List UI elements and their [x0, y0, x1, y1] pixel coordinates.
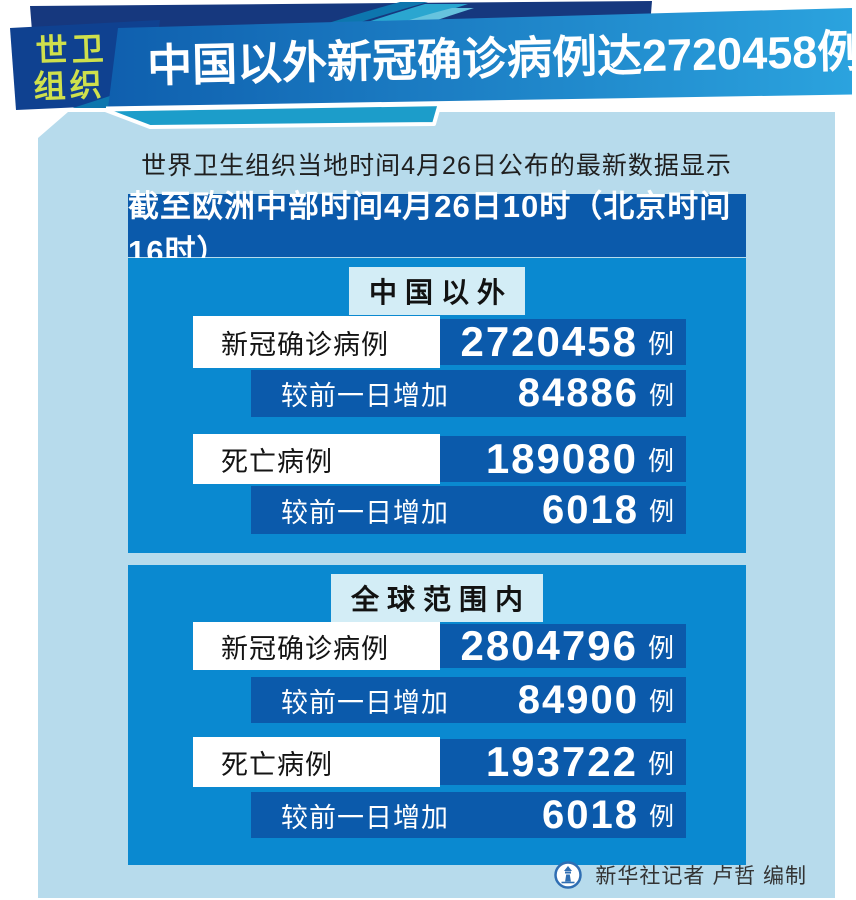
stat-label: 较前一日增加: [281, 381, 449, 411]
stat-label-deaths: 死亡病例: [193, 434, 440, 484]
stat-label-confirmed: 新冠确诊病例: [193, 622, 440, 670]
stat-value-confirmed: 2804796 例: [440, 622, 686, 669]
date-bar: 截至欧洲中部时间4月26日10时（北京时间16时）: [128, 189, 746, 269]
section-label: 中国以外: [348, 267, 526, 315]
banner-white-edge: [105, 94, 853, 112]
credit-text: 新华社记者 卢哲 编制: [595, 865, 807, 888]
stat-value-deaths: 193722 例: [440, 738, 686, 785]
stat-label: 较前一日增加: [281, 687, 449, 718]
stat-row-confirmed-increase: 较前一日增加 84886 例: [251, 370, 686, 417]
stat-unit: 例: [648, 498, 674, 526]
badge-line2: 组织: [33, 67, 106, 105]
stat-number: 193722: [485, 738, 638, 785]
badge-line1: 世卫: [35, 31, 108, 69]
stat-label-confirmed: 新冠确诊病例: [193, 316, 440, 368]
stat-value-deaths: 189080 例: [440, 435, 686, 482]
stat-number: 189080: [485, 435, 638, 482]
stat-unit: 例: [647, 445, 674, 476]
stat-row-confirmed-increase: 较前一日增加 84900 例: [251, 677, 686, 723]
stat-unit: 例: [648, 381, 674, 410]
stat-number: 6018: [542, 792, 639, 837]
section-label: 全球范围内: [330, 574, 544, 622]
stat-number: 6018: [542, 487, 639, 532]
content-panel: 世界卫生组织当地时间4月26日公布的最新数据显示 截至欧洲中部时间4月26日10…: [38, 112, 835, 898]
stat-number: 2804796: [460, 622, 638, 669]
section-global: 全球范围内 新冠确诊病例 2804796 例 较前一日增加 84900 例 死亡…: [128, 565, 746, 865]
stat-label-deaths: 死亡病例: [193, 737, 440, 787]
xinhua-logo-icon: [554, 861, 583, 889]
stat-number: 84900: [517, 677, 639, 722]
stat-label: 较前一日增加: [281, 497, 449, 528]
stat-row-deaths-increase: 较前一日增加 6018 例: [251, 792, 686, 838]
stat-number: 2720458: [460, 318, 638, 365]
stat-label: 较前一日增加: [281, 802, 449, 833]
stat-row-deaths-increase: 较前一日增加 6018 例: [251, 486, 686, 534]
title-banner: [108, 8, 852, 108]
footer: 新华社记者 卢哲 编制: [553, 860, 807, 890]
stat-unit: 例: [647, 748, 674, 779]
subtitle: 世界卫生组织当地时间4月26日公布的最新数据显示: [141, 152, 732, 180]
stat-unit: 例: [648, 688, 674, 716]
header-ribbon: 世卫 组织 中国以外新冠确诊病例达2720458例: [10, 1, 856, 129]
section-outside-china: 中国以外 新冠确诊病例 2720458 例 较前一日增加 84886 例 死亡病…: [128, 258, 746, 553]
stat-unit: 例: [647, 632, 674, 663]
stat-unit: 例: [648, 803, 674, 831]
stat-number: 84886: [517, 371, 639, 415]
stat-value-confirmed: 2720458 例: [440, 318, 686, 365]
stat-unit: 例: [647, 328, 674, 359]
